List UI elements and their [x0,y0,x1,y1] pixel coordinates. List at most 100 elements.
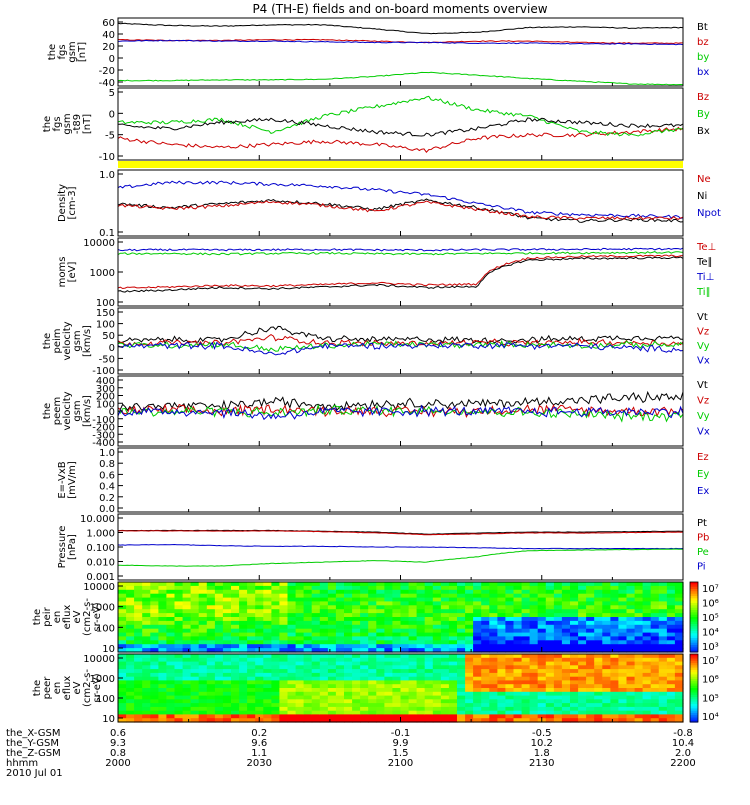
spectrogram-cell [368,601,377,606]
spectrogram-cell [537,593,547,599]
spectrogram-cell [134,620,143,626]
spectrogram-cell [440,620,450,626]
spectrogram-cell [521,669,531,674]
y-tick-label: -10 [99,152,115,163]
spectrogram-cell [465,628,474,634]
spectrogram-cell [465,699,474,704]
spectrogram-cell [344,632,353,638]
spectrogram-cell [352,582,361,587]
spectrogram-cell [594,710,603,716]
spectrogram-cell [416,582,426,587]
spectrogram-cell [618,703,628,708]
spectrogram-cell [279,680,289,685]
spectrogram-cell [497,589,507,595]
spectrogram-cell [594,620,603,626]
spectrogram-cell [239,688,248,693]
spectrogram-cell [521,582,531,587]
spectrogram-cell [150,654,159,659]
spectrogram-cell [158,657,168,663]
spectrogram-cell [408,665,418,670]
spectrogram-cell [360,589,369,595]
spectrogram-cell [384,613,394,618]
spectrogram-cell [295,706,305,712]
spectrogram-cell [231,665,240,670]
spectrogram-cell [376,632,385,638]
spectrogram-cell [529,585,539,591]
spectrogram-cell [392,688,402,693]
spectrogram-cell [521,657,531,663]
spectrogram-cell [578,672,587,678]
spectrogram-cell [279,582,289,587]
spectrogram-cell [489,628,498,634]
colorbar-cell [690,665,698,669]
spectrogram-cell [497,676,507,682]
spectrogram-cell [126,609,135,614]
spectrogram-cell [247,684,256,689]
x-axis-value: 0.6 [110,728,126,739]
spectrogram-cell [384,648,394,653]
spectrogram-cell [214,680,224,685]
spectrogram-cell [529,648,539,653]
spectrogram-cell [529,636,539,641]
spectrogram-cell [602,661,611,666]
spectrogram-cell [303,665,313,670]
spectrogram-cell [537,585,547,591]
spectrogram-cell [255,680,264,685]
colorbar-cell [690,710,698,714]
spectrogram-cell [457,632,466,638]
spectrogram-cell [214,672,224,678]
spectrogram-cell [457,593,466,599]
colorbar-cell [690,633,698,637]
spectrogram-cell [586,714,595,719]
spectrogram-cell [416,620,426,626]
spectrogram-cell [311,665,321,670]
spectrogram-cell [440,699,450,704]
spectrogram-cell [255,644,264,649]
spectrogram-cell [594,640,603,645]
spectrogram-cell [247,703,256,708]
spectrogram-cell [158,669,168,674]
spectrogram-cell [182,585,192,591]
spectrogram-cell [634,657,644,663]
spectrogram-cell [553,589,563,595]
spectrogram-cell [408,688,418,693]
spectrogram-cell [473,617,482,622]
spectrogram-cell [182,605,192,610]
spectrogram-cell [368,613,377,618]
spectrogram-cell [666,654,676,659]
spectrogram-cell [231,718,240,723]
spectrogram-cell [344,597,353,603]
spectrogram-cell [448,648,458,653]
spectrogram-cell [368,710,377,716]
spectrogram-cell [416,609,426,614]
spectrogram-cell [158,620,168,626]
spectrogram-cell [505,669,515,674]
colorbar-cell [690,642,698,646]
spectrogram-cell [432,688,442,693]
spectrogram-cell [537,582,547,587]
spectrogram-cell [118,613,127,618]
spectrogram-cell [674,676,684,682]
spectrogram-cell [497,703,507,708]
spectrogram-cell [263,624,272,630]
spectrogram-cell [158,609,168,614]
spectrogram-cell [392,628,402,634]
spectrogram-cell [231,695,240,700]
spectrogram-cell [206,617,216,622]
spectrogram-cell [150,680,159,685]
spectrogram-cell [448,654,458,659]
spectrogram-cell [481,710,490,716]
colorbar-cell [690,658,698,662]
legend-entry: bx [697,67,709,78]
spectrogram-cell [255,589,264,595]
spectrogram-cell [432,632,442,638]
spectrogram-cell [513,597,523,603]
y-axis-label: the [42,116,53,132]
spectrogram-cell [594,628,603,634]
spectrogram-cell [319,665,329,670]
spectrogram-cell [537,710,547,716]
colorbar-cell [690,582,698,585]
spectrogram-cell [182,680,192,685]
spectrogram-cell [376,680,385,685]
spectrogram-cell [674,620,684,626]
